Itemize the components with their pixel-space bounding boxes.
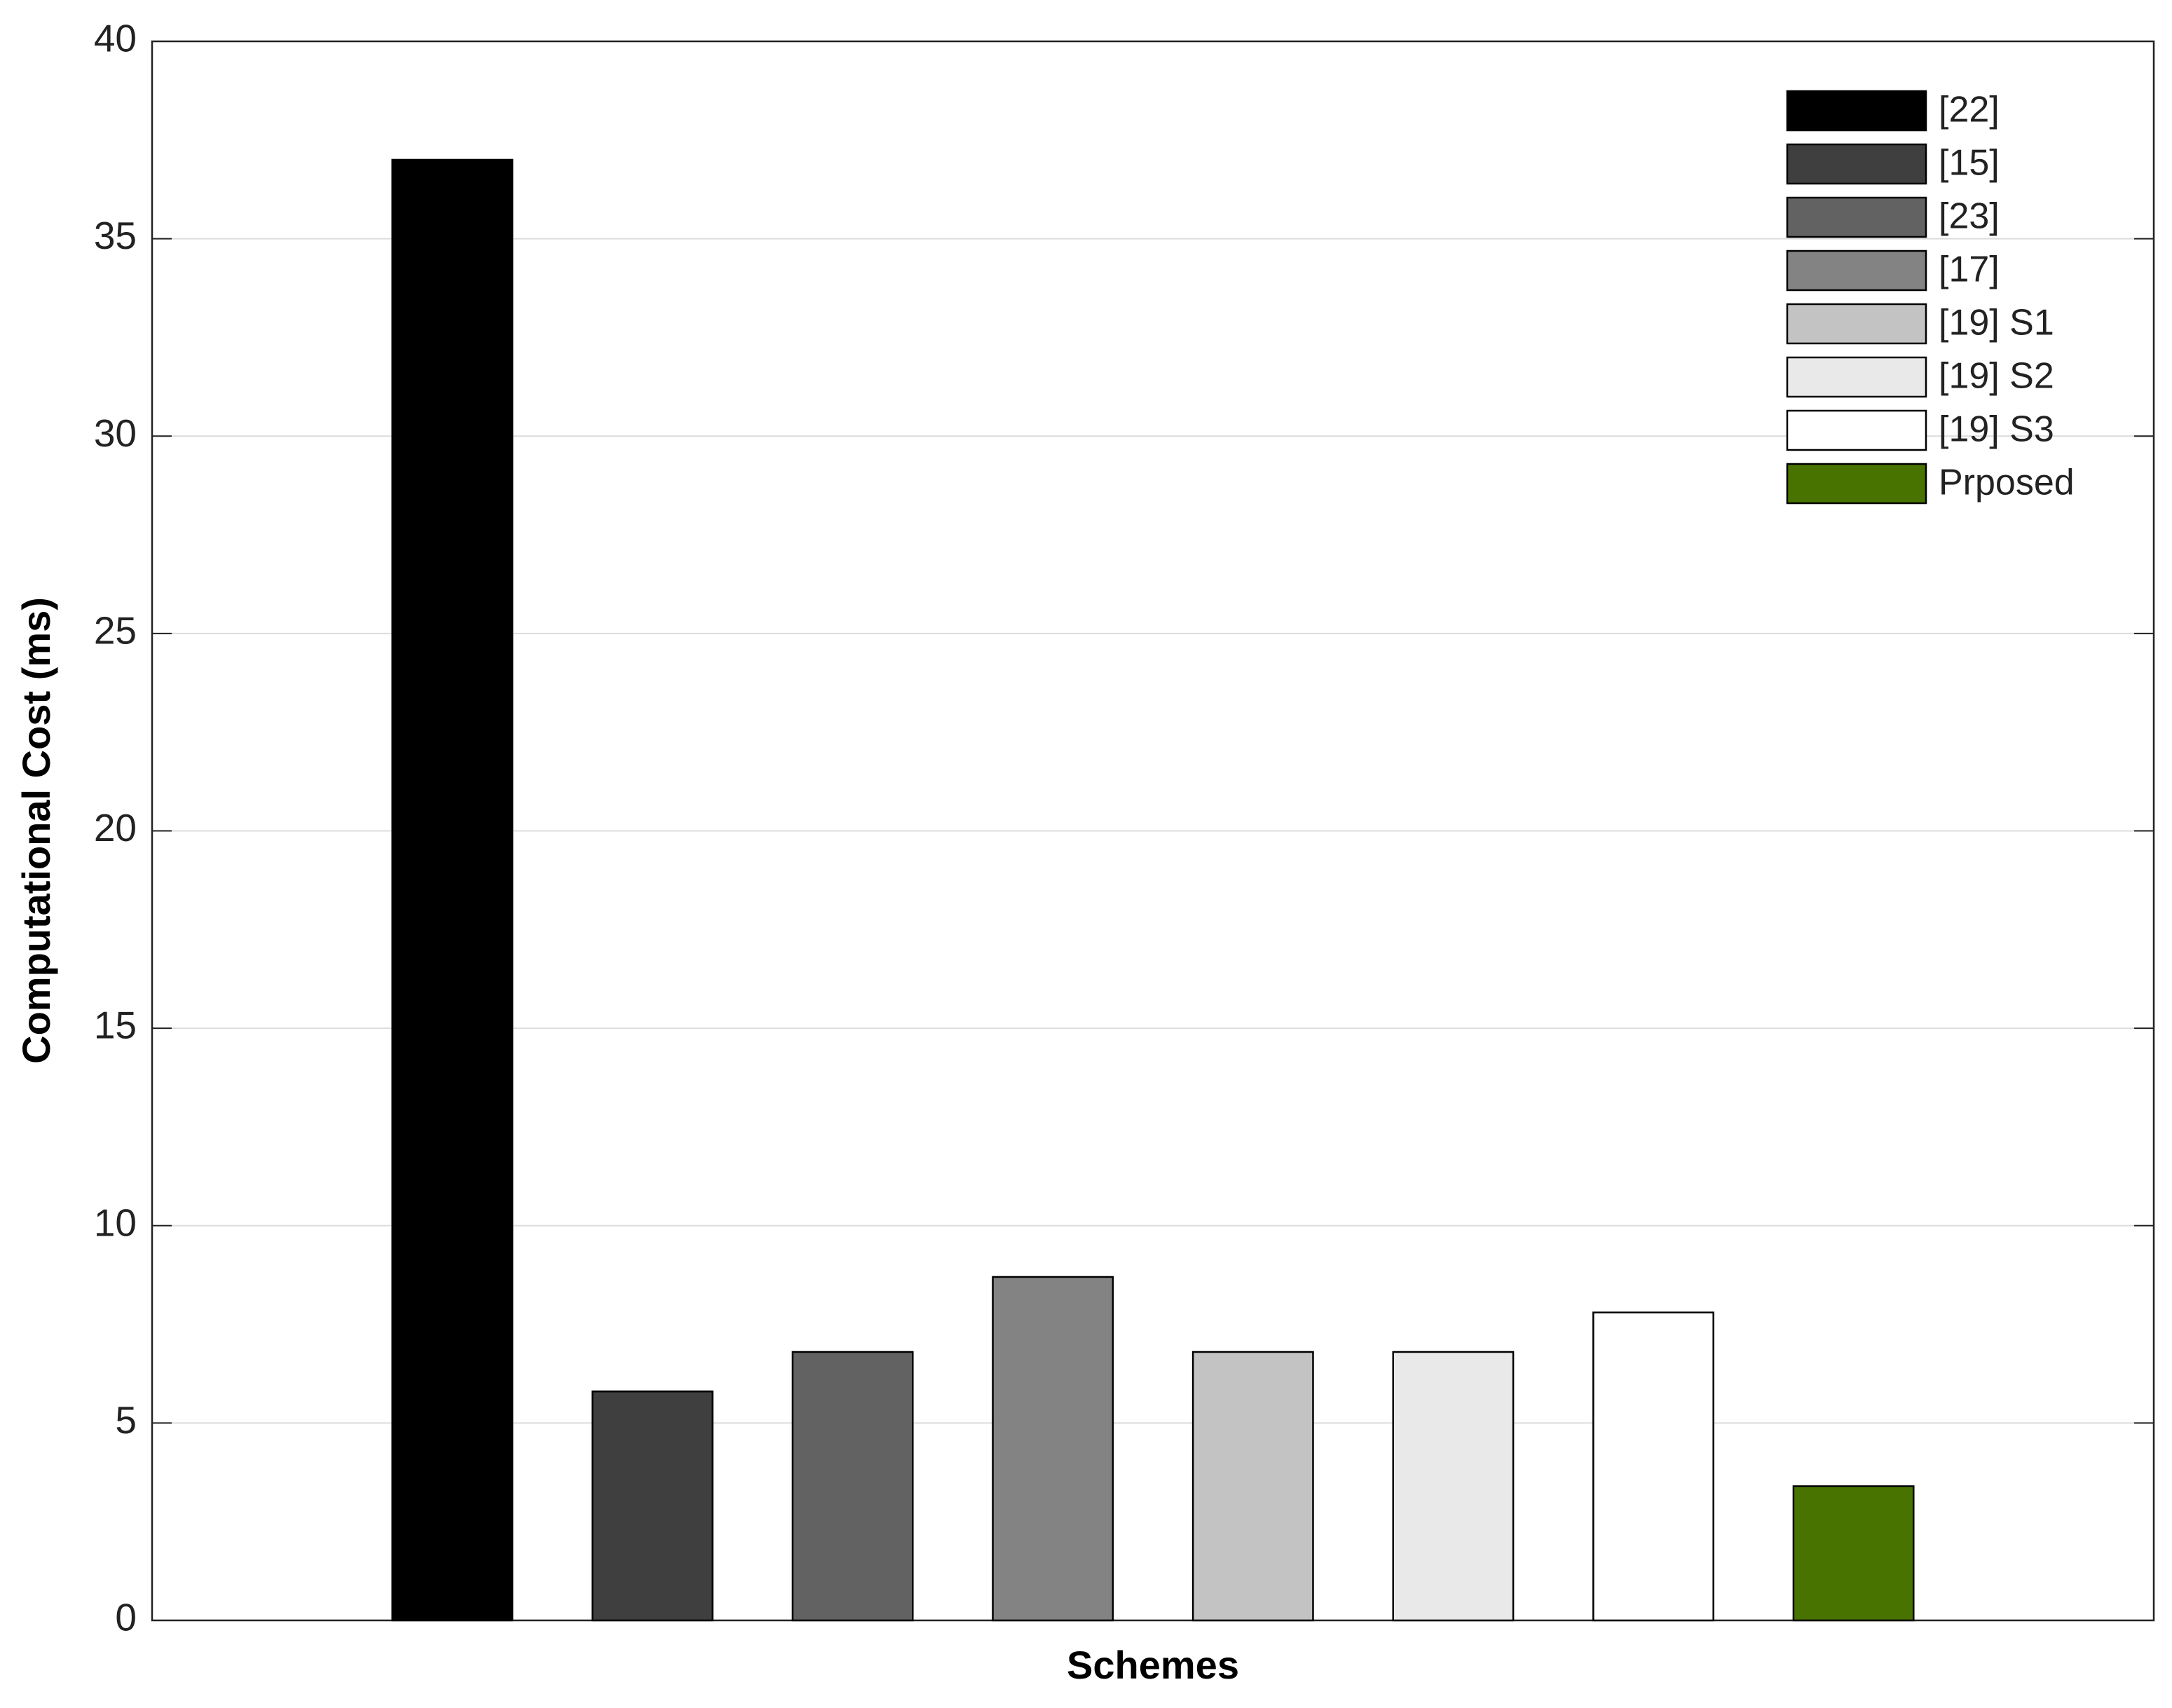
bar [1392, 1351, 1515, 1622]
legend-swatch [1786, 409, 1927, 451]
legend-swatch [1786, 196, 1927, 238]
legend-swatch [1786, 356, 1927, 398]
legend-swatch [1786, 90, 1927, 132]
legend-label: [22] [1939, 90, 2000, 130]
bar [791, 1351, 914, 1622]
legend-label: [19] S2 [1939, 356, 2054, 397]
bar [391, 158, 514, 1622]
y-tick-label: 20 [94, 806, 137, 849]
legend-label: Prposed [1939, 463, 2075, 503]
y-tick-label: 5 [115, 1398, 137, 1442]
y-tick-label: 10 [94, 1201, 137, 1244]
plot-frame [151, 40, 2155, 1622]
legend-label: [17] [1939, 250, 2000, 290]
legend-swatch [1786, 250, 1927, 292]
legend-swatch [1786, 463, 1927, 505]
legend-label: [19] S3 [1939, 409, 2054, 450]
y-axis-label: Computational Cost (ms) [14, 597, 58, 1064]
y-tick-label: 25 [94, 608, 137, 652]
legend-label: [23] [1939, 196, 2000, 237]
bar [1191, 1351, 1314, 1622]
bar [1792, 1485, 1915, 1622]
legend-label: [19] S1 [1939, 303, 2054, 343]
bar [592, 1391, 713, 1622]
y-tick-label: 0 [115, 1596, 137, 1639]
y-tick-label: 35 [94, 214, 137, 257]
y-tick-label: 15 [94, 1004, 137, 1047]
bar [992, 1276, 1114, 1622]
x-axis-label: Schemes [1067, 1643, 1239, 1687]
legend-swatch [1786, 143, 1927, 185]
y-tick-label: 30 [94, 411, 137, 455]
bar [1592, 1311, 1714, 1622]
y-tick-label: 40 [94, 17, 137, 60]
legend-label: [15] [1939, 143, 2000, 184]
legend-swatch [1786, 303, 1927, 345]
